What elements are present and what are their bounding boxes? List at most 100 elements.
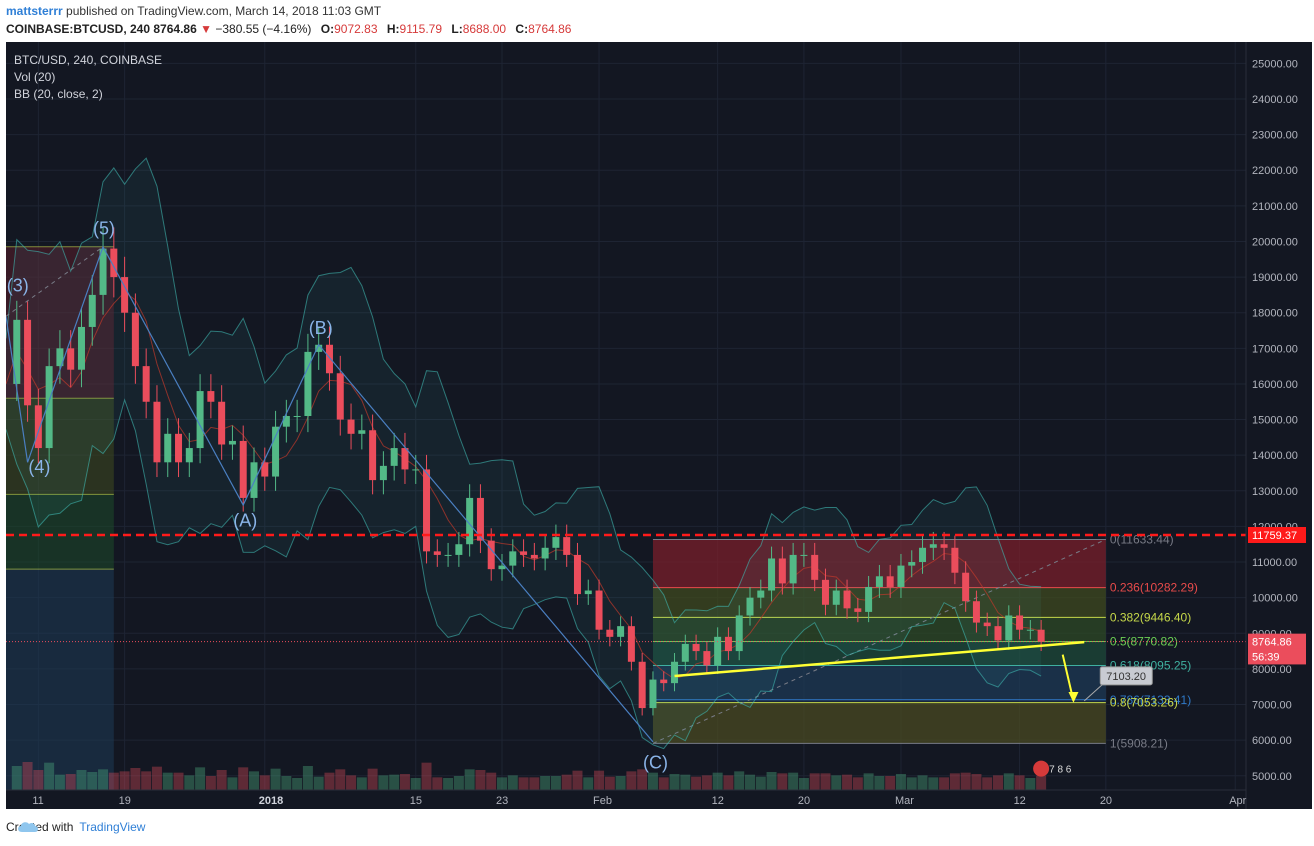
author-link[interactable]: mattsterrr xyxy=(6,4,63,18)
y-tick-label: 20000.00 xyxy=(1252,236,1298,248)
volume-bar xyxy=(119,771,130,790)
volume-bar xyxy=(141,771,152,790)
candle-body xyxy=(412,469,420,471)
volume-bar xyxy=(712,772,723,790)
volume-bar xyxy=(831,775,842,790)
candle-body xyxy=(865,586,873,612)
candle-body xyxy=(563,537,571,555)
volume-bar xyxy=(205,776,216,790)
x-tick-label: 12 xyxy=(712,795,724,807)
x-tick-label: 20 xyxy=(798,795,810,807)
volume-bar xyxy=(777,773,788,790)
candle-body xyxy=(325,344,333,374)
wave-label: (A) xyxy=(233,510,257,530)
candle-body xyxy=(584,590,592,595)
left-fib-zone xyxy=(6,494,114,570)
candle-body xyxy=(789,554,797,584)
candle-body xyxy=(724,636,732,652)
candle-body xyxy=(131,312,139,367)
volume-bar xyxy=(540,776,551,790)
candle-body xyxy=(671,661,679,684)
candle-body xyxy=(951,547,959,573)
open-value: 9072.83 xyxy=(334,22,378,36)
candle-body xyxy=(282,416,290,427)
high-label: H: xyxy=(386,22,400,36)
bollinger-upper xyxy=(6,157,1042,624)
candle-body xyxy=(455,544,463,555)
candle-body xyxy=(897,565,905,587)
volume-bar xyxy=(486,772,497,790)
candle-body xyxy=(164,433,172,463)
volume-bar xyxy=(1036,775,1047,790)
volume-bar xyxy=(11,766,22,790)
volume-bar xyxy=(906,777,917,790)
volume-bar xyxy=(615,776,626,790)
volume-bar xyxy=(647,772,658,790)
symbol-label: COINBASE:BTCUSD, 240 xyxy=(6,22,151,36)
candle-body xyxy=(228,440,236,445)
down-triangle-icon: ▼ xyxy=(200,22,212,36)
price-change: −380.55 (−4.16%) xyxy=(215,22,312,36)
candle-body xyxy=(304,351,312,416)
legend-bollinger: BB (20, close, 2) xyxy=(14,87,103,101)
volume-bar xyxy=(669,774,680,790)
volume-bar xyxy=(108,772,119,790)
candle-body xyxy=(466,497,474,545)
fib-level-label: 0.382(9446.40) xyxy=(1110,610,1191,624)
price-tag xyxy=(1248,526,1306,543)
volume-bar xyxy=(993,775,1003,790)
price-tag-text: 11759.37 xyxy=(1252,530,1297,542)
volume-bar xyxy=(971,774,982,790)
wave-label: (C) xyxy=(643,753,668,773)
volume-bar xyxy=(335,769,346,790)
candle-body xyxy=(121,277,129,313)
event-flag-icon xyxy=(1033,760,1050,777)
y-tick-label: 25000.00 xyxy=(1252,58,1298,70)
y-tick-label: 10000.00 xyxy=(1252,593,1298,605)
price-chart[interactable]: 0(11633.44)0.236(10282.29)0.382(9446.40)… xyxy=(6,42,1312,809)
x-tick-label: 23 xyxy=(496,795,508,807)
y-tick-label: 15000.00 xyxy=(1252,415,1298,427)
candle-body xyxy=(379,465,387,481)
candle-body xyxy=(250,462,258,498)
volume-bar xyxy=(22,762,33,790)
volume-bar xyxy=(658,777,669,790)
volume-bar xyxy=(928,777,939,790)
volume-bar xyxy=(76,770,87,790)
tradingview-link[interactable]: TradingView xyxy=(79,820,146,834)
volume-bar xyxy=(356,777,367,790)
candle-body xyxy=(272,426,280,477)
volume-bar xyxy=(723,775,734,790)
candle-body xyxy=(347,419,355,434)
price-callout-text: 7103.20 xyxy=(1106,671,1146,683)
chart-area[interactable]: 0(11633.44) 0.236(10282.29) 0.382(9446.40)… xyxy=(6,42,1312,809)
candle-body xyxy=(487,540,495,570)
volume-bar xyxy=(421,762,432,790)
candle-body xyxy=(67,348,75,370)
publish-line: mattsterrr published on TradingView.com,… xyxy=(6,4,381,18)
candle-body xyxy=(1005,615,1013,641)
volume-bar xyxy=(863,773,874,790)
candle-body xyxy=(681,643,689,662)
volume-bar xyxy=(874,776,885,790)
volume-bar xyxy=(410,778,421,790)
candle-body xyxy=(617,626,625,637)
y-tick-label: 13000.00 xyxy=(1252,486,1298,498)
volume-bar xyxy=(518,777,529,790)
volume-bar xyxy=(626,771,637,790)
candle-body xyxy=(369,430,377,481)
candle-body xyxy=(142,366,150,402)
candle-body xyxy=(358,430,366,434)
volume-bar xyxy=(98,769,109,790)
volume-bar xyxy=(54,774,65,790)
symbol-line: COINBASE:BTCUSD, 240 8764.86 ▼ −380.55 (… xyxy=(6,22,571,36)
y-tick-label: 21000.00 xyxy=(1252,201,1298,213)
x-tick-label: 11 xyxy=(32,795,43,807)
volume-bar xyxy=(389,774,400,790)
volume-bar xyxy=(65,774,76,790)
volume-bar xyxy=(550,776,561,790)
volume-bar xyxy=(949,773,960,790)
x-tick-label: Feb xyxy=(593,795,612,807)
x-tick-label: 2018 xyxy=(259,795,283,807)
candle-body xyxy=(800,554,808,556)
